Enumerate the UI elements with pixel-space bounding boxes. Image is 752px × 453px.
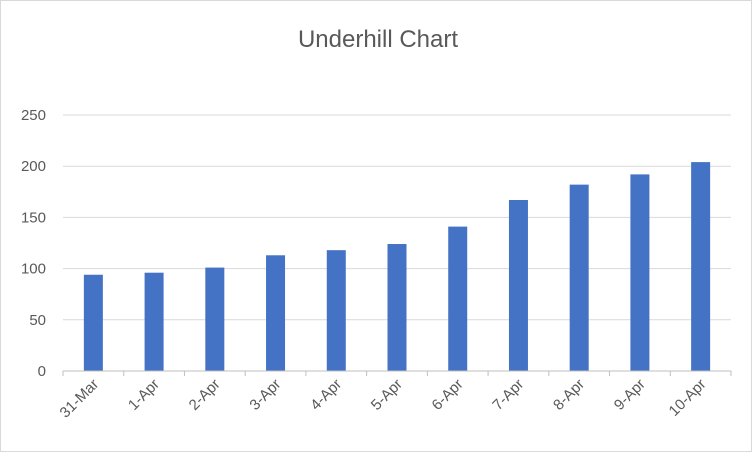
bar bbox=[387, 244, 407, 371]
x-tick-label: 2-Apr bbox=[186, 376, 224, 414]
chart-title: Underhill Chart bbox=[298, 26, 458, 53]
y-tick-label: 100 bbox=[21, 261, 46, 278]
x-tick-label: 3-Apr bbox=[246, 376, 284, 414]
x-tick-label: 4-Apr bbox=[307, 376, 345, 414]
x-axis-ticks: 31-Mar 1-Apr 2-Apr 3-Apr 4-Apr 5-Apr 6-Apr 7-Ap… bbox=[57, 371, 732, 422]
bar bbox=[205, 267, 225, 371]
y-tick-label: 250 bbox=[21, 107, 46, 124]
x-tick-label: 10-Apr bbox=[666, 376, 710, 420]
bar bbox=[326, 250, 346, 371]
x-tick-label: 1-Apr bbox=[125, 376, 163, 414]
x-tick-label: 8-Apr bbox=[550, 376, 588, 414]
x-tick-label: 6-Apr bbox=[429, 376, 467, 414]
y-tick-label: 200 bbox=[21, 158, 46, 175]
bar bbox=[448, 226, 468, 371]
bar bbox=[83, 274, 103, 371]
y-tick-label: 150 bbox=[21, 209, 46, 226]
bars bbox=[83, 162, 711, 371]
y-tick-label: 0 bbox=[38, 363, 46, 380]
bar bbox=[630, 174, 650, 371]
bar bbox=[569, 184, 589, 371]
x-tick-label: 31-Mar bbox=[57, 376, 103, 422]
bar bbox=[144, 272, 164, 371]
bar bbox=[266, 255, 286, 371]
x-tick-label: 5-Apr bbox=[368, 376, 406, 414]
y-axis-ticks: 0 50 100 150 200 250 bbox=[21, 107, 46, 380]
x-tick-label: 9-Apr bbox=[611, 376, 649, 414]
x-tick-label: 7-Apr bbox=[489, 376, 527, 414]
bar bbox=[508, 199, 528, 371]
y-tick-label: 50 bbox=[29, 312, 46, 329]
bar bbox=[691, 162, 711, 371]
gridlines bbox=[63, 114, 731, 321]
